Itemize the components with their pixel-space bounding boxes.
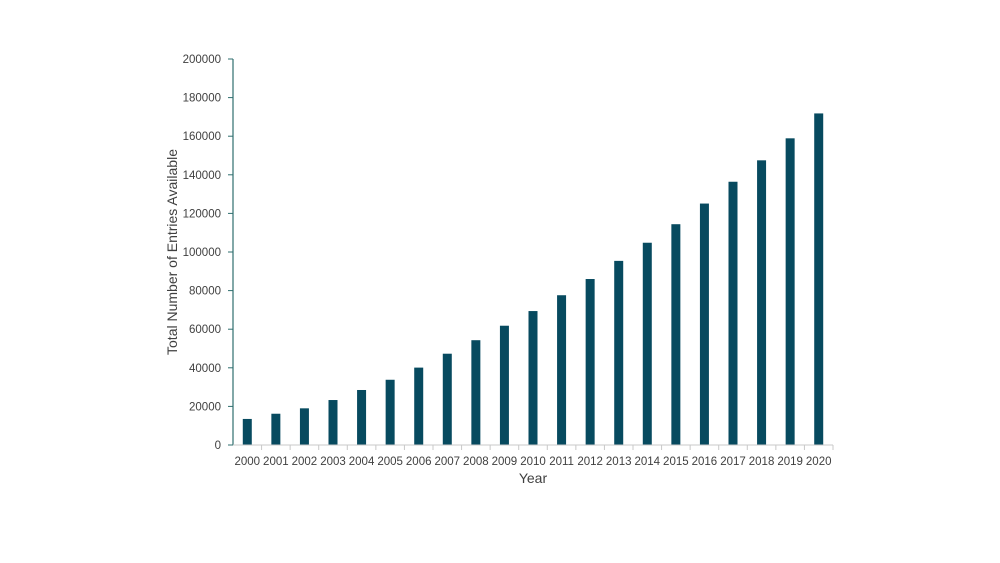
bar-2011	[557, 295, 567, 445]
bar-2003	[328, 400, 338, 445]
y-tick-label: 60000	[189, 324, 221, 336]
x-tick-label: 2000	[234, 456, 260, 468]
bar-2000	[242, 418, 252, 445]
x-tick-label: 2017	[720, 456, 746, 468]
x-tick-label: 2016	[692, 456, 718, 468]
bar-2004	[357, 389, 367, 445]
x-tick-label: 2015	[663, 456, 689, 468]
bar-2017	[728, 181, 738, 446]
bar-2016	[699, 203, 709, 445]
bar-2005	[385, 379, 395, 445]
bar-2007	[442, 353, 452, 445]
x-tick-label: 2009	[492, 456, 518, 468]
x-tick-label: 2003	[320, 456, 346, 468]
bar-2014	[642, 242, 652, 445]
x-tick-label: 2018	[749, 456, 775, 468]
bar-2018	[757, 160, 767, 445]
x-tick-label: 2006	[406, 456, 432, 468]
y-tick-label: 40000	[189, 363, 221, 375]
x-tick-label: 2007	[434, 456, 460, 468]
y-tick-label: 100000	[183, 247, 221, 259]
y-tick-label: 0	[215, 440, 221, 452]
y-axis-ticks: 0 20000 40000 60000 80000 100000 120000 140000 1…	[183, 54, 233, 452]
x-tick-label: 2012	[577, 456, 603, 468]
x-tick-label: 2004	[349, 456, 375, 468]
y-tick-label: 180000	[183, 93, 221, 105]
y-tick-label: 20000	[189, 401, 221, 413]
bar-2013	[614, 260, 624, 445]
x-tick-label: 2005	[377, 456, 403, 468]
y-axis-title: Total Number of Entries Available	[164, 149, 180, 355]
bar-2002	[299, 408, 309, 445]
x-axis-title: Year	[519, 470, 548, 486]
x-tick-label: 2002	[292, 456, 318, 468]
bar-2001	[271, 413, 281, 445]
bar-2012	[585, 279, 595, 445]
y-tick-label: 160000	[183, 131, 221, 143]
x-axis-ticks: 2000 2001 2002 2003 2004 2005 2006 2007 2008 2009…	[234, 445, 834, 468]
bar-2019	[785, 138, 795, 445]
bar-2015	[671, 224, 681, 445]
x-tick-label: 2011	[549, 456, 574, 468]
bar-2006	[414, 367, 424, 445]
y-tick-label: 80000	[189, 286, 221, 298]
y-tick-label: 140000	[183, 170, 221, 182]
bar-2008	[471, 340, 481, 445]
bars	[242, 113, 824, 446]
bar-2009	[499, 325, 509, 445]
x-tick-label: 2019	[777, 456, 803, 468]
y-tick-label: 200000	[183, 54, 221, 66]
x-tick-label: 2001	[263, 456, 289, 468]
x-tick-label: 2008	[463, 456, 489, 468]
x-tick-label: 2020	[806, 456, 832, 468]
bar-2010	[528, 311, 538, 445]
y-tick-label: 120000	[183, 208, 221, 220]
bar-2020	[814, 113, 824, 446]
x-tick-label: 2010	[520, 456, 546, 468]
x-tick-label: 2013	[606, 456, 632, 468]
x-tick-label: 2014	[634, 456, 660, 468]
